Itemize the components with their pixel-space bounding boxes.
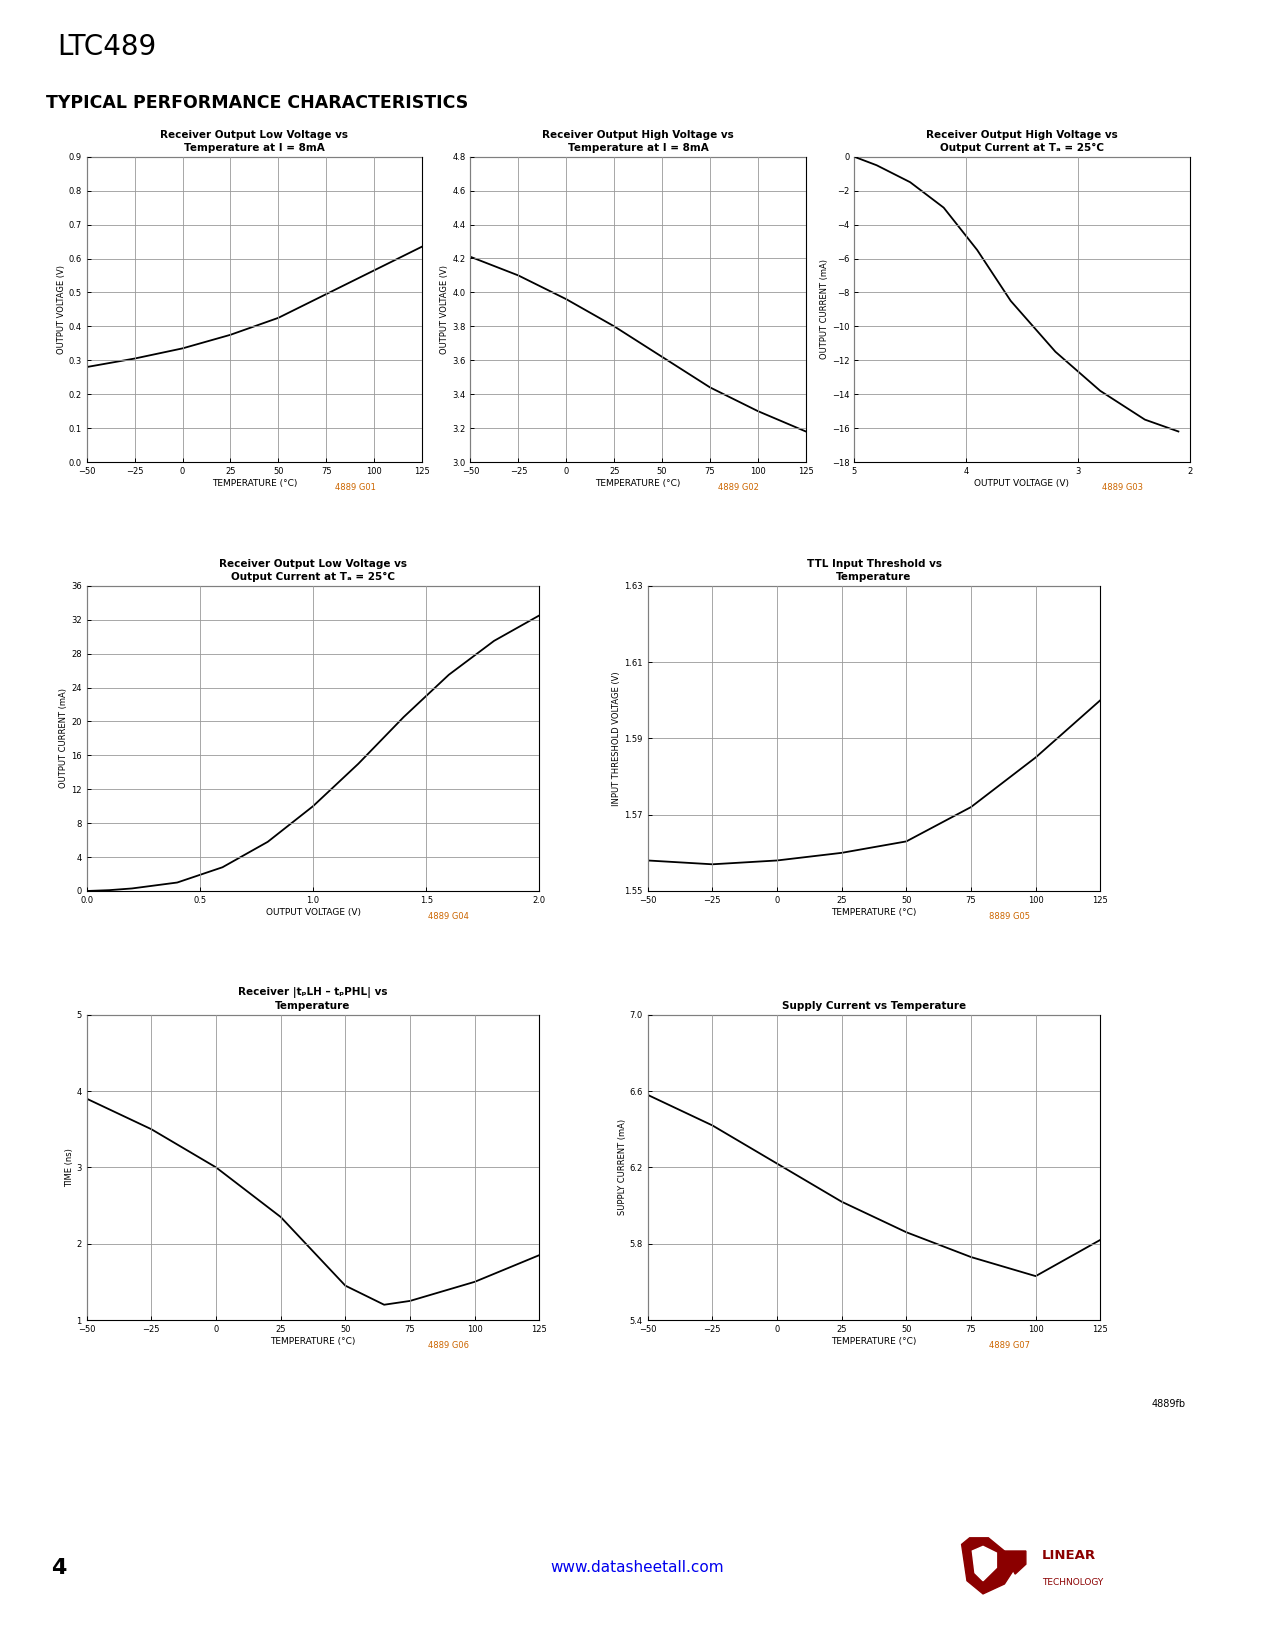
Text: 4889 G04: 4889 G04 [428, 912, 469, 921]
Text: 4889 G06: 4889 G06 [428, 1341, 469, 1350]
Text: 8889 G05: 8889 G05 [989, 912, 1030, 921]
Text: 4889fb: 4889fb [1151, 1399, 1186, 1409]
Text: www.datasheetall.com: www.datasheetall.com [551, 1559, 724, 1576]
Title: Receiver Output High Voltage vs
Temperature at I = 8mA: Receiver Output High Voltage vs Temperat… [542, 130, 734, 153]
Polygon shape [973, 1546, 997, 1581]
X-axis label: TEMPERATURE (°C): TEMPERATURE (°C) [212, 478, 297, 488]
X-axis label: TEMPERATURE (°C): TEMPERATURE (°C) [595, 478, 681, 488]
Title: Receiver Output Low Voltage vs
Output Current at Tₐ = 25°C: Receiver Output Low Voltage vs Output Cu… [219, 559, 407, 582]
Text: 4: 4 [51, 1558, 66, 1577]
Y-axis label: OUTPUT CURRENT (mA): OUTPUT CURRENT (mA) [820, 259, 829, 360]
X-axis label: TEMPERATURE (°C): TEMPERATURE (°C) [270, 1336, 356, 1346]
X-axis label: TEMPERATURE (°C): TEMPERATURE (°C) [831, 908, 917, 917]
Polygon shape [1005, 1551, 1026, 1574]
Title: Receiver Output Low Voltage vs
Temperature at I = 8mA: Receiver Output Low Voltage vs Temperatu… [161, 130, 348, 153]
Y-axis label: INPUT THRESHOLD VOLTAGE (V): INPUT THRESHOLD VOLTAGE (V) [612, 672, 621, 805]
Text: 4889 G02: 4889 G02 [718, 483, 759, 492]
Title: Supply Current vs Temperature: Supply Current vs Temperature [782, 1002, 966, 1011]
X-axis label: OUTPUT VOLTAGE (V): OUTPUT VOLTAGE (V) [974, 478, 1070, 488]
Title: Receiver Output High Voltage vs
Output Current at Tₐ = 25°C: Receiver Output High Voltage vs Output C… [926, 130, 1118, 153]
Text: 4889 G01: 4889 G01 [334, 483, 375, 492]
Text: TYPICAL PERFORMANCE CHARACTERISTICS: TYPICAL PERFORMANCE CHARACTERISTICS [46, 94, 468, 112]
Text: 4889 G03: 4889 G03 [1102, 483, 1142, 492]
Y-axis label: TIME (ns): TIME (ns) [65, 1148, 74, 1186]
Title: TTL Input Threshold vs
Temperature: TTL Input Threshold vs Temperature [807, 559, 941, 582]
X-axis label: OUTPUT VOLTAGE (V): OUTPUT VOLTAGE (V) [265, 908, 361, 917]
Y-axis label: SUPPLY CURRENT (mA): SUPPLY CURRENT (mA) [617, 1119, 627, 1216]
X-axis label: TEMPERATURE (°C): TEMPERATURE (°C) [831, 1336, 917, 1346]
Title: Receiver |tₚLH – tₚPHL| vs
Temperature: Receiver |tₚLH – tₚPHL| vs Temperature [238, 987, 388, 1011]
Y-axis label: OUTPUT VOLTAGE (V): OUTPUT VOLTAGE (V) [440, 266, 450, 353]
Text: 4889 G07: 4889 G07 [989, 1341, 1030, 1350]
Text: TECHNOLOGY: TECHNOLOGY [1042, 1577, 1103, 1587]
Text: LTC489: LTC489 [57, 33, 157, 61]
Y-axis label: OUTPUT CURRENT (mA): OUTPUT CURRENT (mA) [60, 688, 69, 789]
Text: LINEAR: LINEAR [1042, 1549, 1096, 1563]
Y-axis label: OUTPUT VOLTAGE (V): OUTPUT VOLTAGE (V) [57, 266, 66, 353]
Polygon shape [961, 1538, 1015, 1594]
